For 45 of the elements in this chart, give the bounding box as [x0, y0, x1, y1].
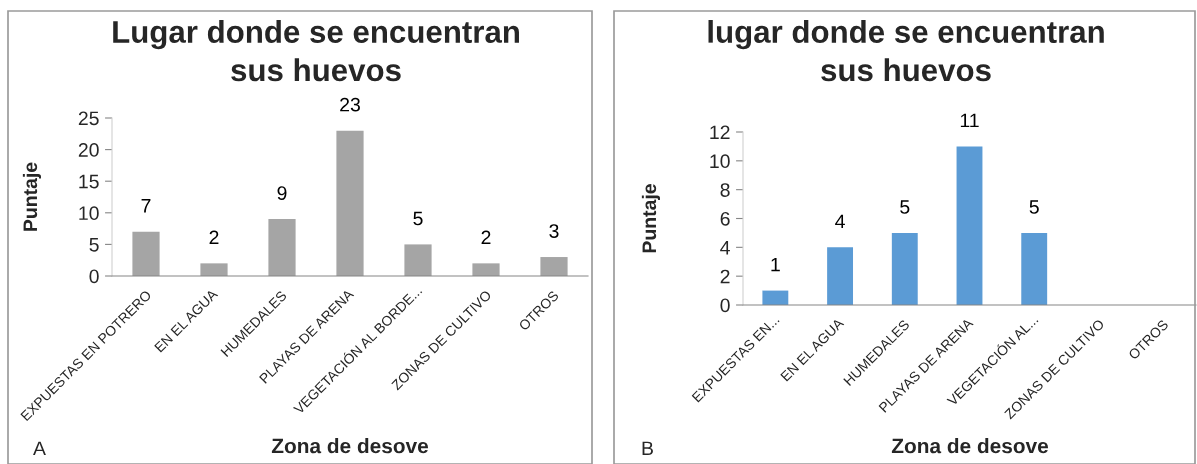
y-tick-label: 10: [79, 206, 99, 221]
data-label: 5: [413, 211, 423, 226]
y-tick-label: 10: [710, 154, 730, 169]
bar: [891, 232, 918, 305]
bar: [404, 244, 432, 276]
chart-title: lugar donde se encuentran sus huevos: [708, 20, 1104, 82]
y-tick-label: 2: [720, 269, 730, 284]
bar: [472, 263, 500, 276]
y-tick-label: 15: [79, 174, 99, 189]
y-tick-label: 0: [89, 269, 99, 284]
data-label: 9: [277, 186, 287, 200]
bar: [956, 146, 983, 305]
bar: [336, 130, 364, 276]
data-label: 5: [1029, 200, 1039, 214]
bar: [132, 231, 160, 276]
text: B: [642, 441, 653, 456]
bar: [268, 219, 296, 276]
bar: [762, 290, 789, 305]
data-label: 23: [340, 97, 360, 112]
x-axis-title: Zona de desove: [271, 438, 429, 454]
y-tick-label: 20: [78, 143, 99, 157]
x-axis-title: Zona de desove: [891, 438, 1049, 454]
y-tick-label: 0: [720, 298, 730, 313]
chart-title: Lugar donde se encuentran sus huevos: [113, 20, 519, 82]
data-label: 2: [209, 230, 219, 245]
y-tick-label: 8: [720, 183, 730, 197]
data-label: 3: [549, 224, 559, 238]
data-label: 11: [960, 113, 979, 128]
y-tick-label: 5: [89, 238, 99, 252]
text: A: [33, 441, 46, 456]
bar: [827, 247, 854, 305]
y-tick-label: 25: [78, 111, 99, 126]
data-label: 5: [900, 200, 910, 214]
bar: [200, 263, 228, 276]
y-axis-title: Puntaje: [22, 162, 41, 231]
bar: [1021, 232, 1048, 305]
data-label: 2: [481, 230, 491, 245]
y-tick-label: 6: [720, 211, 730, 226]
bar: [540, 257, 568, 276]
y-axis-title: Puntaje: [641, 184, 660, 253]
y-tick-label: 4: [720, 241, 730, 255]
y-tick-label: 12: [710, 125, 730, 140]
data-label: 7: [141, 199, 151, 213]
data-label: 4: [835, 214, 845, 229]
data-label: 1: [771, 257, 780, 272]
